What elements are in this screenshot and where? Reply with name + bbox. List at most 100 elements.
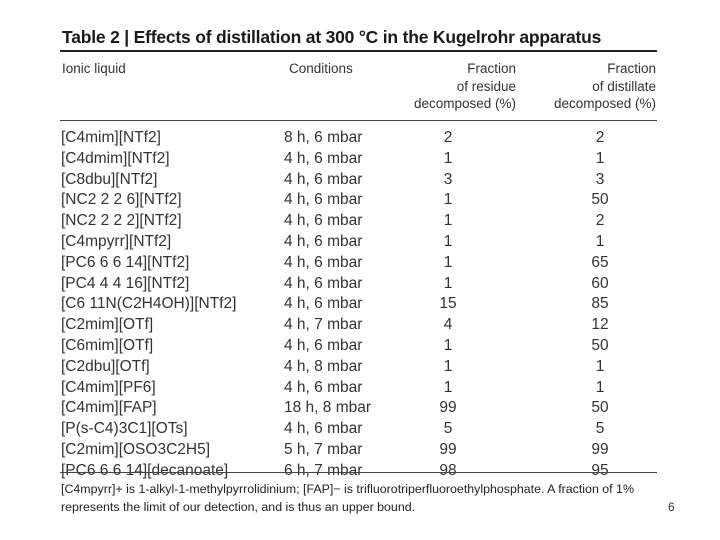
- header-ionic-liquid: Ionic liquid: [62, 61, 126, 76]
- cell-residue: 1: [443, 378, 453, 396]
- table-row: [C2dbu][OTf] 4 h, 8 mbar 1 1: [0, 357, 720, 378]
- cell-ionic-liquid: [C4mim][NTf2]: [61, 129, 161, 146]
- cell-conditions: 8 h, 6 mbar: [284, 129, 363, 146]
- table-row: [C4mim][NTf2] 8 h, 6 mbar 2 2: [0, 128, 720, 149]
- cell-conditions: 6 h, 7 mbar: [284, 461, 363, 479]
- table-row: [PC6 6 6 14][decanoate] 6 h, 7 mbar 98 95: [0, 461, 720, 482]
- cell-residue: 98: [439, 461, 457, 479]
- table-row: [C6 11N(C2H4OH)][NTf2] 4 h, 6 mbar 15 85: [0, 294, 720, 315]
- header-distillate-line: Fraction: [607, 61, 656, 76]
- cell-distillate: 5: [595, 420, 605, 438]
- cell-distillate: 99: [591, 440, 609, 458]
- cell-ionic-liquid: [C2dbu][OTf]: [61, 357, 150, 375]
- cell-ionic-liquid: [C4dmim][NTf2]: [61, 149, 170, 167]
- cell-distillate: 12: [591, 316, 609, 334]
- table-row: [C4mpyrr][NTf2] 4 h, 6 mbar 1 1: [0, 232, 720, 253]
- cell-conditions: 4 h, 6 mbar: [284, 191, 363, 209]
- table-row: [P(s-C4)3C1][OTs] 4 h, 6 mbar 5 5: [0, 419, 720, 440]
- table-row: [NC2 2 2 2][NTf2] 4 h, 6 mbar 1 2: [0, 211, 720, 232]
- cell-residue: 1: [443, 274, 453, 292]
- table-row: [C6mim][OTf] 4 h, 6 mbar 1 50: [0, 336, 720, 357]
- cell-distillate: 2: [595, 212, 605, 230]
- cell-residue: 1: [443, 357, 453, 375]
- header-residue-line: Fraction: [467, 61, 516, 76]
- table-row: [C4mim][FAP] 18 h, 8 mbar 99 50: [0, 398, 720, 419]
- cell-residue: 1: [443, 232, 453, 250]
- table-row: [C4mim][PF6] 4 h, 6 mbar 1 1: [0, 378, 720, 399]
- cell-distillate: 95: [591, 461, 609, 479]
- table-row: [C2mim][OSO3C2H5] 5 h, 7 mbar 99 99: [0, 440, 720, 461]
- table-body: [C4mim][NTf2] 8 h, 6 mbar 2 2 [C4dmim][NTf2]…: [0, 128, 720, 482]
- cell-ionic-liquid: [P(s-C4)3C1][OTs]: [61, 420, 188, 438]
- page-number: 6: [668, 500, 675, 514]
- cell-ionic-liquid: [C4mpyrr][NTf2]: [61, 232, 172, 250]
- cell-ionic-liquid: [PC6 6 6 14][NTf2]: [61, 253, 190, 271]
- cell-ionic-liquid: [C2mim][OTf]: [61, 316, 154, 334]
- bottom-rule: [60, 472, 657, 473]
- cell-residue: 1: [443, 191, 453, 209]
- header-residue-line: decomposed (%): [413, 96, 516, 111]
- cell-ionic-liquid: [PC4 4 4 16][NTf2]: [61, 274, 190, 292]
- cell-conditions: 4 h, 6 mbar: [284, 149, 363, 167]
- cell-ionic-liquid: [PC6 6 6 14][decanoate]: [61, 461, 229, 479]
- cell-distillate: 85: [591, 295, 609, 313]
- cell-residue: 1: [443, 149, 453, 167]
- cell-ionic-liquid: [C4mim][PF6]: [61, 378, 156, 396]
- cell-residue: 15: [439, 295, 457, 313]
- cell-conditions: 4 h, 6 mbar: [284, 170, 363, 188]
- cell-ionic-liquid: [C6mim][OTf]: [61, 336, 154, 354]
- table-row: [PC6 6 6 14][NTf2] 4 h, 6 mbar 1 65: [0, 253, 720, 274]
- cell-ionic-liquid: [C6 11N(C2H4OH)][NTf2]: [61, 295, 237, 313]
- cell-conditions: 4 h, 7 mbar: [284, 316, 363, 334]
- cell-residue: 1: [443, 336, 453, 354]
- cell-conditions: 4 h, 6 mbar: [284, 336, 363, 354]
- cell-ionic-liquid: [NC2 2 2 6][NTf2]: [61, 191, 182, 209]
- header-residue: Fraction of residue decomposed (%): [396, 60, 516, 113]
- cell-distillate: 1: [595, 378, 605, 396]
- cell-residue: 1: [443, 253, 453, 271]
- header-distillate-line: of distillate: [592, 78, 656, 94]
- cell-distillate: 3: [595, 170, 605, 188]
- cell-conditions: 5 h, 7 mbar: [284, 440, 363, 458]
- cell-distillate: 50: [591, 399, 609, 417]
- header-rule: [60, 120, 657, 121]
- table-row: [C2mim][OTf] 4 h, 7 mbar 4 12: [0, 315, 720, 336]
- cell-conditions: 4 h, 8 mbar: [284, 357, 363, 375]
- cell-residue: 3: [443, 170, 453, 188]
- cell-conditions: 4 h, 6 mbar: [284, 274, 363, 292]
- header-conditions: Conditions: [289, 61, 353, 76]
- cell-conditions: 4 h, 6 mbar: [284, 212, 363, 230]
- cell-residue: 2: [443, 129, 453, 146]
- cell-distillate: 2: [595, 129, 605, 146]
- table-row: [C8dbu][NTf2] 4 h, 6 mbar 3 3: [0, 170, 720, 191]
- cell-distillate: 50: [591, 336, 609, 354]
- cell-residue: 1: [443, 212, 453, 230]
- cell-distillate: 60: [591, 274, 609, 292]
- table-title: Table 2 | Effects of distillation at 300…: [62, 27, 602, 47]
- table-row: [C4dmim][NTf2] 4 h, 6 mbar 1 1: [0, 149, 720, 170]
- cell-distillate: 65: [591, 253, 609, 271]
- cell-residue: 99: [439, 399, 457, 417]
- cell-residue: 4: [443, 316, 453, 334]
- cell-distillate: 1: [595, 149, 605, 167]
- cell-conditions: 4 h, 6 mbar: [284, 253, 363, 271]
- cell-conditions: 4 h, 6 mbar: [284, 378, 363, 396]
- cell-conditions: 4 h, 6 mbar: [284, 232, 363, 250]
- cell-conditions: 4 h, 6 mbar: [284, 420, 363, 438]
- table-footnote: [C4mpyrr]+ is 1-alkyl-1-methylpyrrolidin…: [61, 482, 634, 514]
- table-row: [NC2 2 2 6][NTf2] 4 h, 6 mbar 1 50: [0, 190, 720, 211]
- cell-ionic-liquid: [C4mim][FAP]: [61, 399, 157, 417]
- top-rule: [60, 50, 657, 52]
- cell-distillate: 1: [595, 357, 605, 375]
- cell-residue: 5: [443, 420, 453, 438]
- cell-ionic-liquid: [NC2 2 2 2][NTf2]: [61, 212, 182, 230]
- header-residue-line: of residue: [456, 78, 516, 94]
- cell-distillate: 1: [595, 232, 605, 250]
- table-row: [PC4 4 4 16][NTf2] 4 h, 6 mbar 1 60: [0, 274, 720, 295]
- cell-distillate: 50: [591, 191, 609, 209]
- cell-conditions: 18 h, 8 mbar: [284, 399, 372, 417]
- header-distillate-line: decomposed (%): [553, 96, 656, 111]
- cell-conditions: 4 h, 6 mbar: [284, 295, 363, 313]
- cell-ionic-liquid: [C2mim][OSO3C2H5]: [61, 440, 211, 458]
